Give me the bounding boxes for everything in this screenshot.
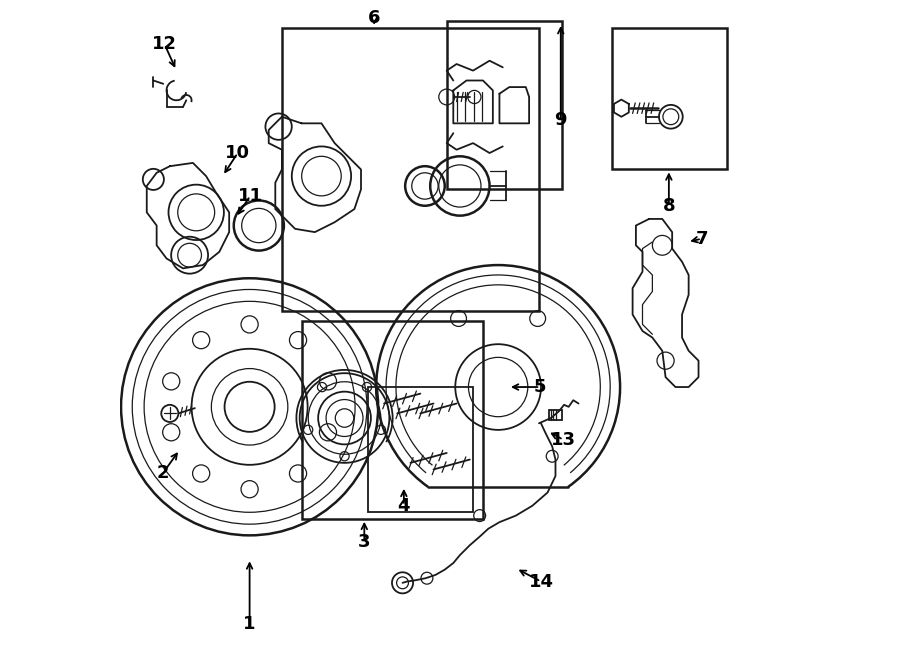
- Text: 8: 8: [662, 197, 675, 214]
- Text: 3: 3: [358, 533, 371, 551]
- Text: 9: 9: [554, 111, 567, 129]
- Bar: [282, 28, 539, 311]
- Text: 7: 7: [696, 230, 708, 248]
- Text: 10: 10: [225, 144, 250, 162]
- Bar: [302, 321, 483, 519]
- Text: 2: 2: [157, 464, 169, 482]
- Text: 1: 1: [243, 616, 256, 634]
- Text: 12: 12: [152, 35, 177, 53]
- Bar: [611, 28, 727, 169]
- Text: 11: 11: [238, 187, 263, 205]
- Bar: [367, 387, 473, 512]
- Text: 6: 6: [368, 9, 381, 27]
- Text: 13: 13: [551, 431, 576, 449]
- Text: 4: 4: [398, 496, 410, 514]
- Text: 14: 14: [528, 573, 554, 591]
- Bar: [446, 21, 562, 189]
- Text: 5: 5: [534, 378, 546, 396]
- Bar: [549, 410, 562, 420]
